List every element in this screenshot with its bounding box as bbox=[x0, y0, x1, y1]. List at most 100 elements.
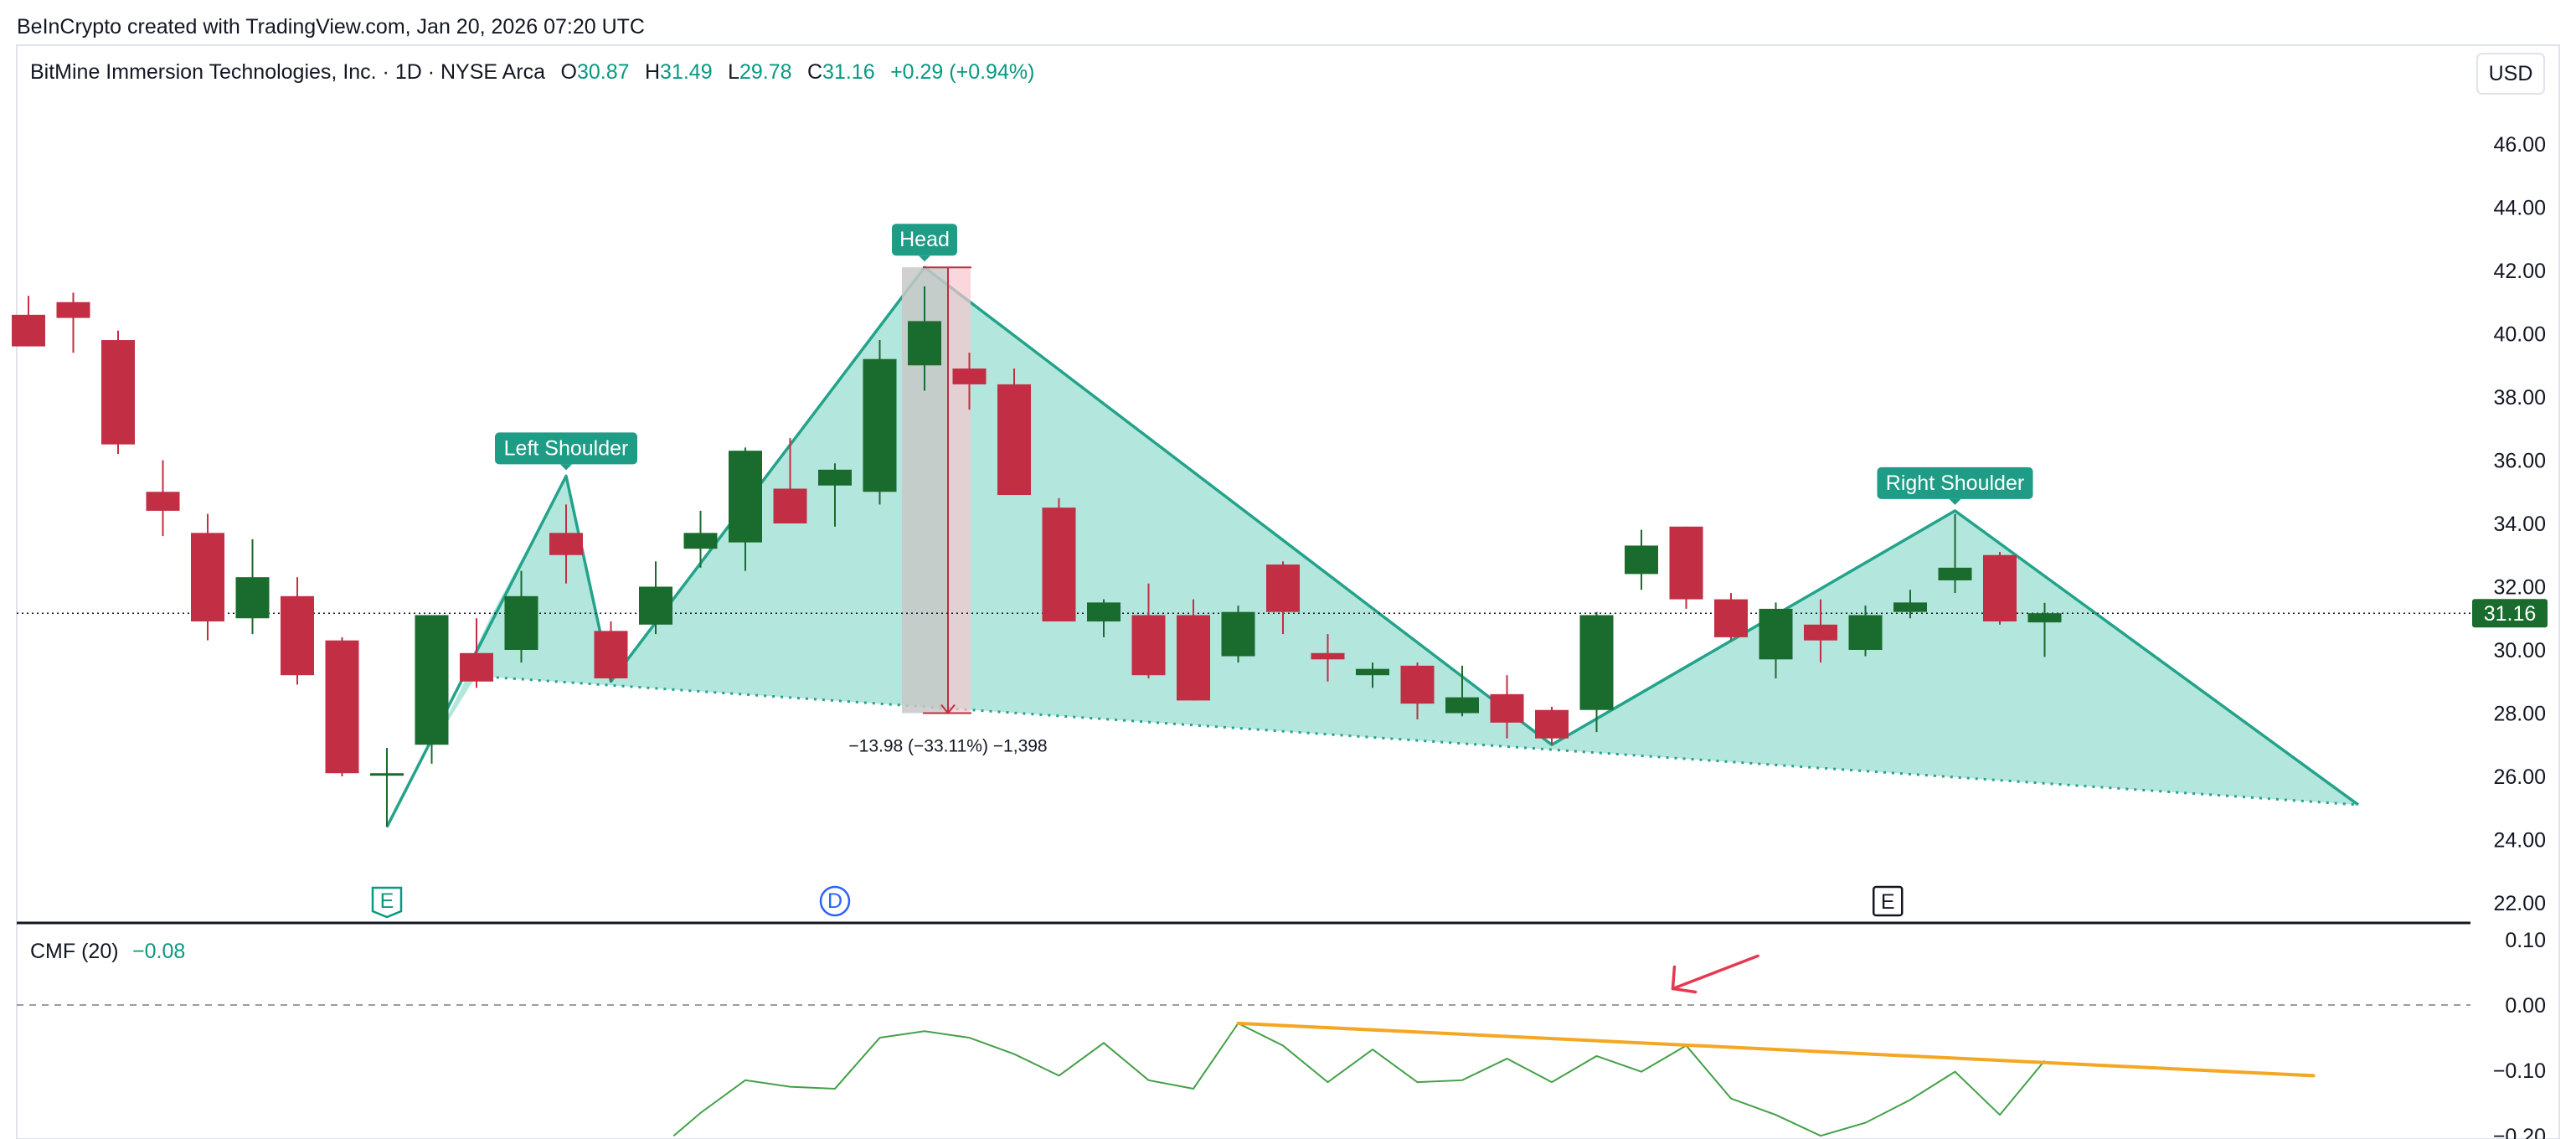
pattern-label-text: Left Shoulder bbox=[504, 436, 629, 460]
low-label: L bbox=[728, 60, 739, 84]
candle bbox=[460, 618, 493, 688]
candle bbox=[1177, 599, 1210, 701]
legend-row: BitMine Immersion Technologies, Inc. · 1… bbox=[30, 60, 1034, 84]
candle-body bbox=[146, 492, 180, 511]
event-badge[interactable]: E bbox=[1873, 885, 1904, 917]
cmf-tick-label: −0.10 bbox=[2493, 1059, 2546, 1083]
cmf-title: CMF (20) bbox=[30, 940, 119, 963]
candle bbox=[863, 340, 897, 505]
candle-body bbox=[12, 314, 45, 347]
pattern-label-pointer bbox=[919, 255, 930, 262]
currency-label[interactable]: USD bbox=[2489, 62, 2533, 85]
candle-body bbox=[2027, 613, 2062, 623]
candle bbox=[325, 636, 359, 776]
candle-body bbox=[639, 586, 672, 625]
last-price-tag: 31.16 bbox=[2472, 599, 2548, 628]
candle bbox=[1804, 599, 1837, 663]
candle bbox=[729, 447, 762, 571]
low-value: 29.78 bbox=[739, 60, 792, 84]
candle bbox=[1983, 551, 2017, 625]
currency-button[interactable]: USD bbox=[2476, 53, 2545, 95]
candle-body bbox=[1445, 697, 1479, 714]
candle-body bbox=[1804, 624, 1837, 641]
price-tick-label: 24.00 bbox=[2493, 829, 2546, 853]
cmf-indicator-pane: 0.10 0.00 −0.10 −0.20 bbox=[17, 929, 2546, 1139]
candle-body bbox=[1848, 615, 1883, 650]
candle bbox=[235, 539, 270, 635]
candle-body bbox=[1535, 709, 1569, 739]
price-tick-label: 46.00 bbox=[2493, 133, 2546, 157]
event-badge[interactable]: D bbox=[819, 885, 851, 917]
candle bbox=[191, 513, 224, 641]
candle bbox=[1579, 611, 1614, 733]
cmf-trendline bbox=[1236, 1021, 2316, 1078]
candle bbox=[1848, 606, 1883, 657]
candle bbox=[1356, 662, 1389, 688]
candle bbox=[1400, 662, 1435, 720]
price-tick-label: 22.00 bbox=[2493, 892, 2546, 915]
candle-body bbox=[997, 384, 1031, 496]
candle bbox=[773, 438, 807, 523]
candle-body bbox=[370, 773, 404, 776]
candle-body bbox=[1893, 602, 1927, 612]
candle-body bbox=[1266, 564, 1300, 612]
pattern-labels[interactable]: Left Shoulder Head Right Shoulder bbox=[495, 224, 2033, 505]
candle-body bbox=[1221, 611, 1255, 657]
price-axis[interactable]: 46.00 44.00 42.00 40.00 38.00 36.00 34.00 32.00… bbox=[2493, 133, 2546, 915]
candle-body bbox=[1131, 615, 1166, 676]
candle-body bbox=[908, 321, 941, 366]
price-tick-label: 34.00 bbox=[2493, 513, 2546, 536]
change-value: +0.29 (+0.94%) bbox=[890, 60, 1034, 84]
neckline bbox=[462, 673, 2359, 807]
open-label: O bbox=[561, 60, 577, 84]
pattern-label[interactable]: Head bbox=[892, 224, 957, 262]
candle-body bbox=[504, 595, 538, 650]
candle-body bbox=[549, 533, 583, 555]
pattern-label-box bbox=[892, 224, 957, 256]
candle bbox=[818, 463, 852, 527]
candle-body bbox=[1177, 615, 1210, 701]
price-tick-label: 40.00 bbox=[2493, 323, 2546, 347]
candle bbox=[1759, 602, 1793, 678]
price-tick-label: 28.00 bbox=[2493, 703, 2546, 726]
candle bbox=[997, 368, 1031, 496]
candle bbox=[504, 570, 538, 663]
candle bbox=[1311, 634, 1345, 682]
candle-body bbox=[1356, 668, 1389, 676]
cmf-line bbox=[672, 1022, 2046, 1137]
symbol-title: BitMine Immersion Technologies, Inc. · 1… bbox=[30, 60, 545, 84]
candlestick-series bbox=[12, 286, 2062, 827]
candle bbox=[1669, 526, 1703, 609]
measure-label: −13.98 (−33.11%) −1,398 bbox=[848, 737, 1047, 756]
cmf-tick-label: 0.10 bbox=[2505, 929, 2546, 952]
candle bbox=[1714, 593, 1748, 641]
candle-body bbox=[1759, 608, 1793, 660]
candle-body bbox=[1400, 665, 1435, 704]
close-value: 31.16 bbox=[822, 60, 875, 84]
price-tick-label: 36.00 bbox=[2493, 450, 2546, 473]
candle-body bbox=[729, 451, 762, 543]
candle-body bbox=[1087, 602, 1121, 622]
last-price-tag-text: 31.16 bbox=[2484, 602, 2537, 626]
head-shoulders-pattern[interactable] bbox=[385, 265, 2360, 828]
candle-body bbox=[235, 577, 270, 619]
candle bbox=[683, 510, 718, 568]
event-badge[interactable]: E bbox=[371, 886, 403, 919]
candle bbox=[1893, 590, 1927, 619]
high-label: H bbox=[645, 60, 660, 84]
pattern-label[interactable]: Right Shoulder bbox=[1877, 466, 2033, 505]
candle bbox=[415, 615, 449, 764]
pattern-label[interactable]: Left Shoulder bbox=[495, 432, 637, 471]
candle-body bbox=[952, 368, 987, 384]
candle bbox=[1490, 675, 1524, 739]
open-value: 30.87 bbox=[577, 60, 630, 84]
earnings-badge-shape bbox=[1873, 885, 1904, 917]
candle bbox=[281, 577, 314, 685]
price-tick-label: 32.00 bbox=[2493, 576, 2546, 600]
candle-body bbox=[101, 340, 135, 445]
currency-button-box[interactable] bbox=[2476, 53, 2545, 95]
candle bbox=[1535, 706, 1569, 745]
dividend-badge-text: D bbox=[827, 889, 842, 913]
